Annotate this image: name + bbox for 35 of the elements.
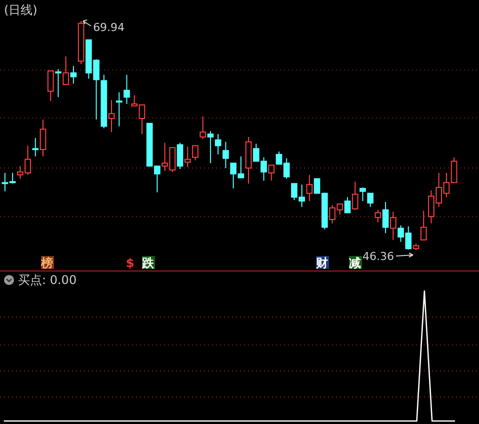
candlestick xyxy=(176,142,184,170)
candlestick xyxy=(382,202,389,234)
candlestick xyxy=(352,181,358,210)
candlestick xyxy=(40,118,46,157)
candlestick xyxy=(70,66,77,84)
candlestick xyxy=(420,210,427,240)
candlestick xyxy=(207,130,214,164)
candlestick xyxy=(192,145,198,161)
candlestick xyxy=(116,92,122,127)
candlestick xyxy=(374,209,382,223)
text: 榜 xyxy=(40,256,53,270)
candlestick xyxy=(367,192,374,208)
candlestick xyxy=(108,100,115,133)
text: 跌 xyxy=(141,256,155,270)
candlestick xyxy=(47,70,54,102)
chart-title: 买点: 0.00 xyxy=(18,273,77,287)
text: 减 xyxy=(349,256,361,270)
annotation: 46.36 xyxy=(362,250,394,263)
candlestick xyxy=(55,68,62,98)
chart-title: (日线) xyxy=(4,3,38,17)
candlestick xyxy=(124,74,130,104)
candlestick xyxy=(184,146,191,168)
candlestick xyxy=(200,116,206,140)
candlestick xyxy=(214,134,222,155)
candlestick xyxy=(32,137,39,157)
annotation: 69.94 xyxy=(93,21,125,34)
candlestick xyxy=(344,196,351,214)
candlestick xyxy=(390,211,396,240)
candlestick xyxy=(306,174,313,202)
text: 财 xyxy=(315,256,328,270)
candlestick xyxy=(268,164,275,182)
candlestick xyxy=(222,141,229,169)
text: $ xyxy=(126,256,134,270)
candlestick xyxy=(360,186,366,202)
candlestick xyxy=(62,56,70,86)
